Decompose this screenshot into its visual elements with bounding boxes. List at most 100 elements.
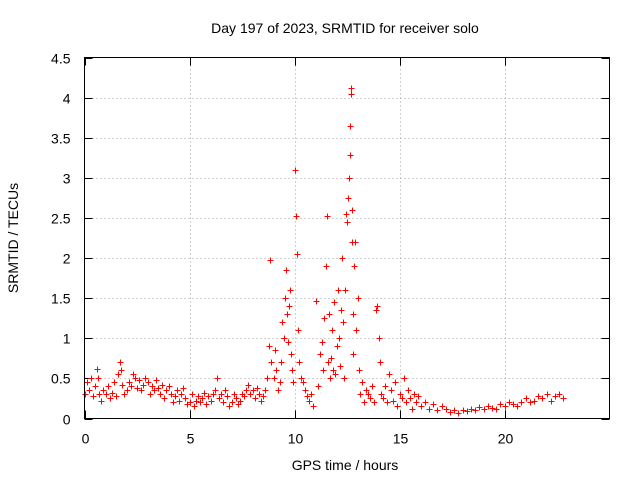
data-point: [332, 371, 339, 378]
data-point: [386, 371, 393, 378]
data-point: [326, 311, 333, 318]
data-point: [151, 387, 158, 394]
data-point: [130, 371, 137, 378]
data-point: [413, 399, 420, 406]
data-point: [187, 399, 194, 406]
data-point: [90, 393, 97, 400]
data-point: [115, 371, 122, 378]
data-point: [241, 393, 248, 400]
data-point: [268, 359, 275, 366]
data-point: [331, 299, 338, 306]
data-point: [350, 311, 357, 318]
data-point: [199, 395, 206, 402]
data-point: [374, 303, 381, 310]
data-point: [330, 367, 337, 374]
data-point: [168, 391, 175, 398]
data-point: [250, 387, 257, 394]
data-point: [197, 399, 204, 406]
data-point: [96, 391, 103, 398]
data-point: [422, 399, 429, 406]
data-point: [353, 327, 360, 334]
data-point: [287, 287, 294, 294]
data-point: [134, 385, 141, 392]
data-point: [304, 393, 311, 400]
data-point: [189, 391, 196, 398]
data-point: [292, 167, 299, 174]
data-point: [337, 363, 344, 370]
y-tick-label: 1.5: [51, 291, 71, 307]
data-point: [373, 307, 380, 314]
data-point: [497, 401, 504, 408]
data-point: [136, 377, 143, 384]
data-point: [382, 383, 389, 390]
data-point: [518, 399, 525, 406]
data-point: [313, 298, 320, 305]
data-point: [275, 387, 282, 394]
data-point: [201, 390, 208, 397]
data-point: [418, 403, 425, 410]
data-point: [317, 351, 324, 358]
data-point: [455, 410, 462, 417]
data-point: [161, 395, 168, 402]
data-point: [321, 315, 328, 322]
data-point: [212, 387, 219, 394]
data-point: [510, 401, 517, 408]
data-point: [218, 391, 225, 398]
data-point: [252, 395, 259, 402]
data-point: [315, 383, 322, 390]
data-point: [182, 395, 189, 402]
data-point: [376, 335, 383, 342]
data-point: [121, 391, 128, 398]
data-point: [357, 391, 364, 398]
data-point: [281, 335, 288, 342]
data-point: [552, 393, 559, 400]
data-point: [397, 391, 404, 398]
data-point: [294, 251, 301, 258]
data-point: [149, 383, 156, 390]
data-point: [323, 263, 330, 270]
data-point: [324, 213, 331, 220]
data-point: [392, 379, 399, 386]
data-point: [560, 395, 567, 402]
grid: [84, 57, 610, 419]
data-point: [298, 375, 305, 382]
y-tick-label: 2: [63, 251, 71, 267]
data-point: [348, 85, 355, 92]
y-axis: 0 0.5 1 1.5 2 2.5 3 3.5 4 4.5: [51, 51, 610, 428]
data-point: [336, 335, 343, 342]
data-point: [489, 405, 496, 412]
data-point: [95, 375, 102, 382]
data-point: [105, 383, 112, 390]
data-point: [284, 311, 291, 318]
data-point: [399, 395, 406, 402]
data-point: [476, 404, 483, 411]
data-point: [92, 383, 99, 390]
data-point: [126, 379, 133, 386]
data-point: [142, 375, 149, 382]
data-point: [346, 175, 353, 182]
data-point: [308, 391, 315, 398]
data-point: [342, 287, 349, 294]
data-point: [153, 377, 160, 384]
data-point: [409, 406, 416, 413]
data-point: [403, 399, 410, 406]
y-tick-label: 0: [63, 412, 71, 428]
data-point: [271, 375, 278, 382]
data-point: [140, 382, 147, 389]
data-point: [147, 391, 154, 398]
data-point: [472, 407, 479, 414]
data-point: [514, 403, 521, 410]
data-point: [460, 407, 467, 414]
data-point: [344, 219, 351, 226]
data-point: [430, 401, 437, 408]
data-point: [113, 393, 120, 400]
data-point: [334, 343, 341, 350]
data-point: [124, 387, 131, 394]
data-point: [310, 403, 317, 410]
plot-frame: [84, 57, 610, 419]
data-point: [119, 382, 126, 389]
data-point: [348, 91, 355, 98]
data-point: [157, 391, 164, 398]
data-point: [335, 287, 342, 294]
data-point: [256, 391, 263, 398]
